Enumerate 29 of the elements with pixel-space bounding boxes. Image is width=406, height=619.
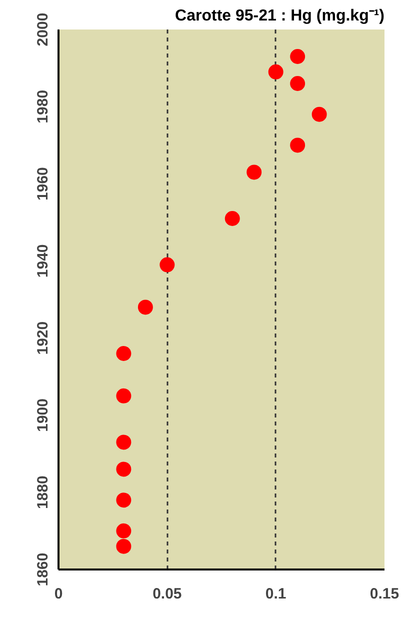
point: [312, 106, 327, 122]
y-tick-label: 1920: [34, 321, 52, 355]
point: [290, 138, 306, 153]
chart-title: Carotte 95-21 : Hg (mg.kg⁻¹): [175, 8, 384, 24]
point: [116, 346, 132, 361]
y-tick-label: 1860: [34, 552, 52, 586]
point: [116, 492, 132, 508]
y-tick-label: 1960: [34, 167, 52, 200]
point: [268, 64, 284, 80]
point: [290, 49, 306, 64]
point: [116, 462, 132, 477]
point: [224, 211, 240, 226]
point: [116, 434, 132, 450]
x-tick-label: 0.05: [152, 586, 182, 602]
x-tick-label: 0: [54, 586, 63, 602]
x-tick-label: 0.15: [370, 586, 400, 602]
point: [290, 76, 306, 91]
y-tick-label: 1900: [34, 398, 52, 432]
y-tick-label: 2000: [34, 12, 52, 46]
y-tick-label: 1880: [34, 476, 52, 510]
point: [160, 257, 175, 272]
point: [116, 538, 132, 554]
y-tick-label: 1980: [34, 90, 52, 124]
point: [116, 388, 132, 404]
x-tick-label: 0.1: [265, 586, 286, 602]
point: [246, 164, 262, 180]
point: [116, 523, 132, 538]
y-tick-label: 1940: [34, 244, 52, 278]
point: [138, 300, 153, 315]
